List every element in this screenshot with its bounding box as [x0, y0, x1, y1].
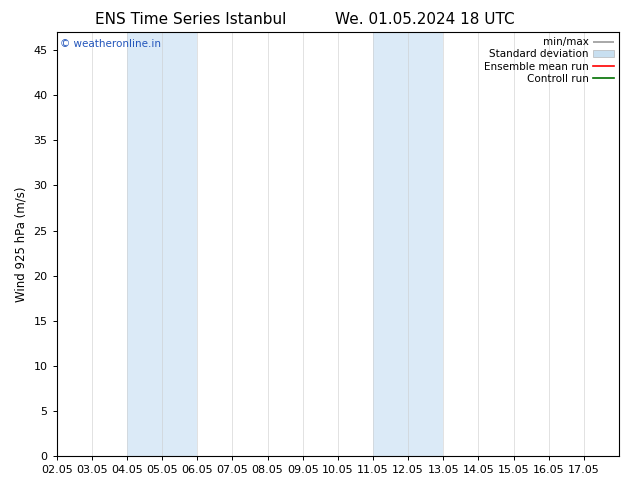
Bar [127, 32, 197, 456]
Text: We. 01.05.2024 18 UTC: We. 01.05.2024 18 UTC [335, 12, 515, 27]
Legend: min/max, Standard deviation, Ensemble mean run, Controll run: min/max, Standard deviation, Ensemble me… [484, 37, 614, 84]
Text: ENS Time Series Istanbul: ENS Time Series Istanbul [94, 12, 286, 27]
Y-axis label: Wind 925 hPa (m/s): Wind 925 hPa (m/s) [15, 186, 28, 302]
Bar [373, 32, 443, 456]
Text: © weatheronline.in: © weatheronline.in [60, 39, 160, 49]
